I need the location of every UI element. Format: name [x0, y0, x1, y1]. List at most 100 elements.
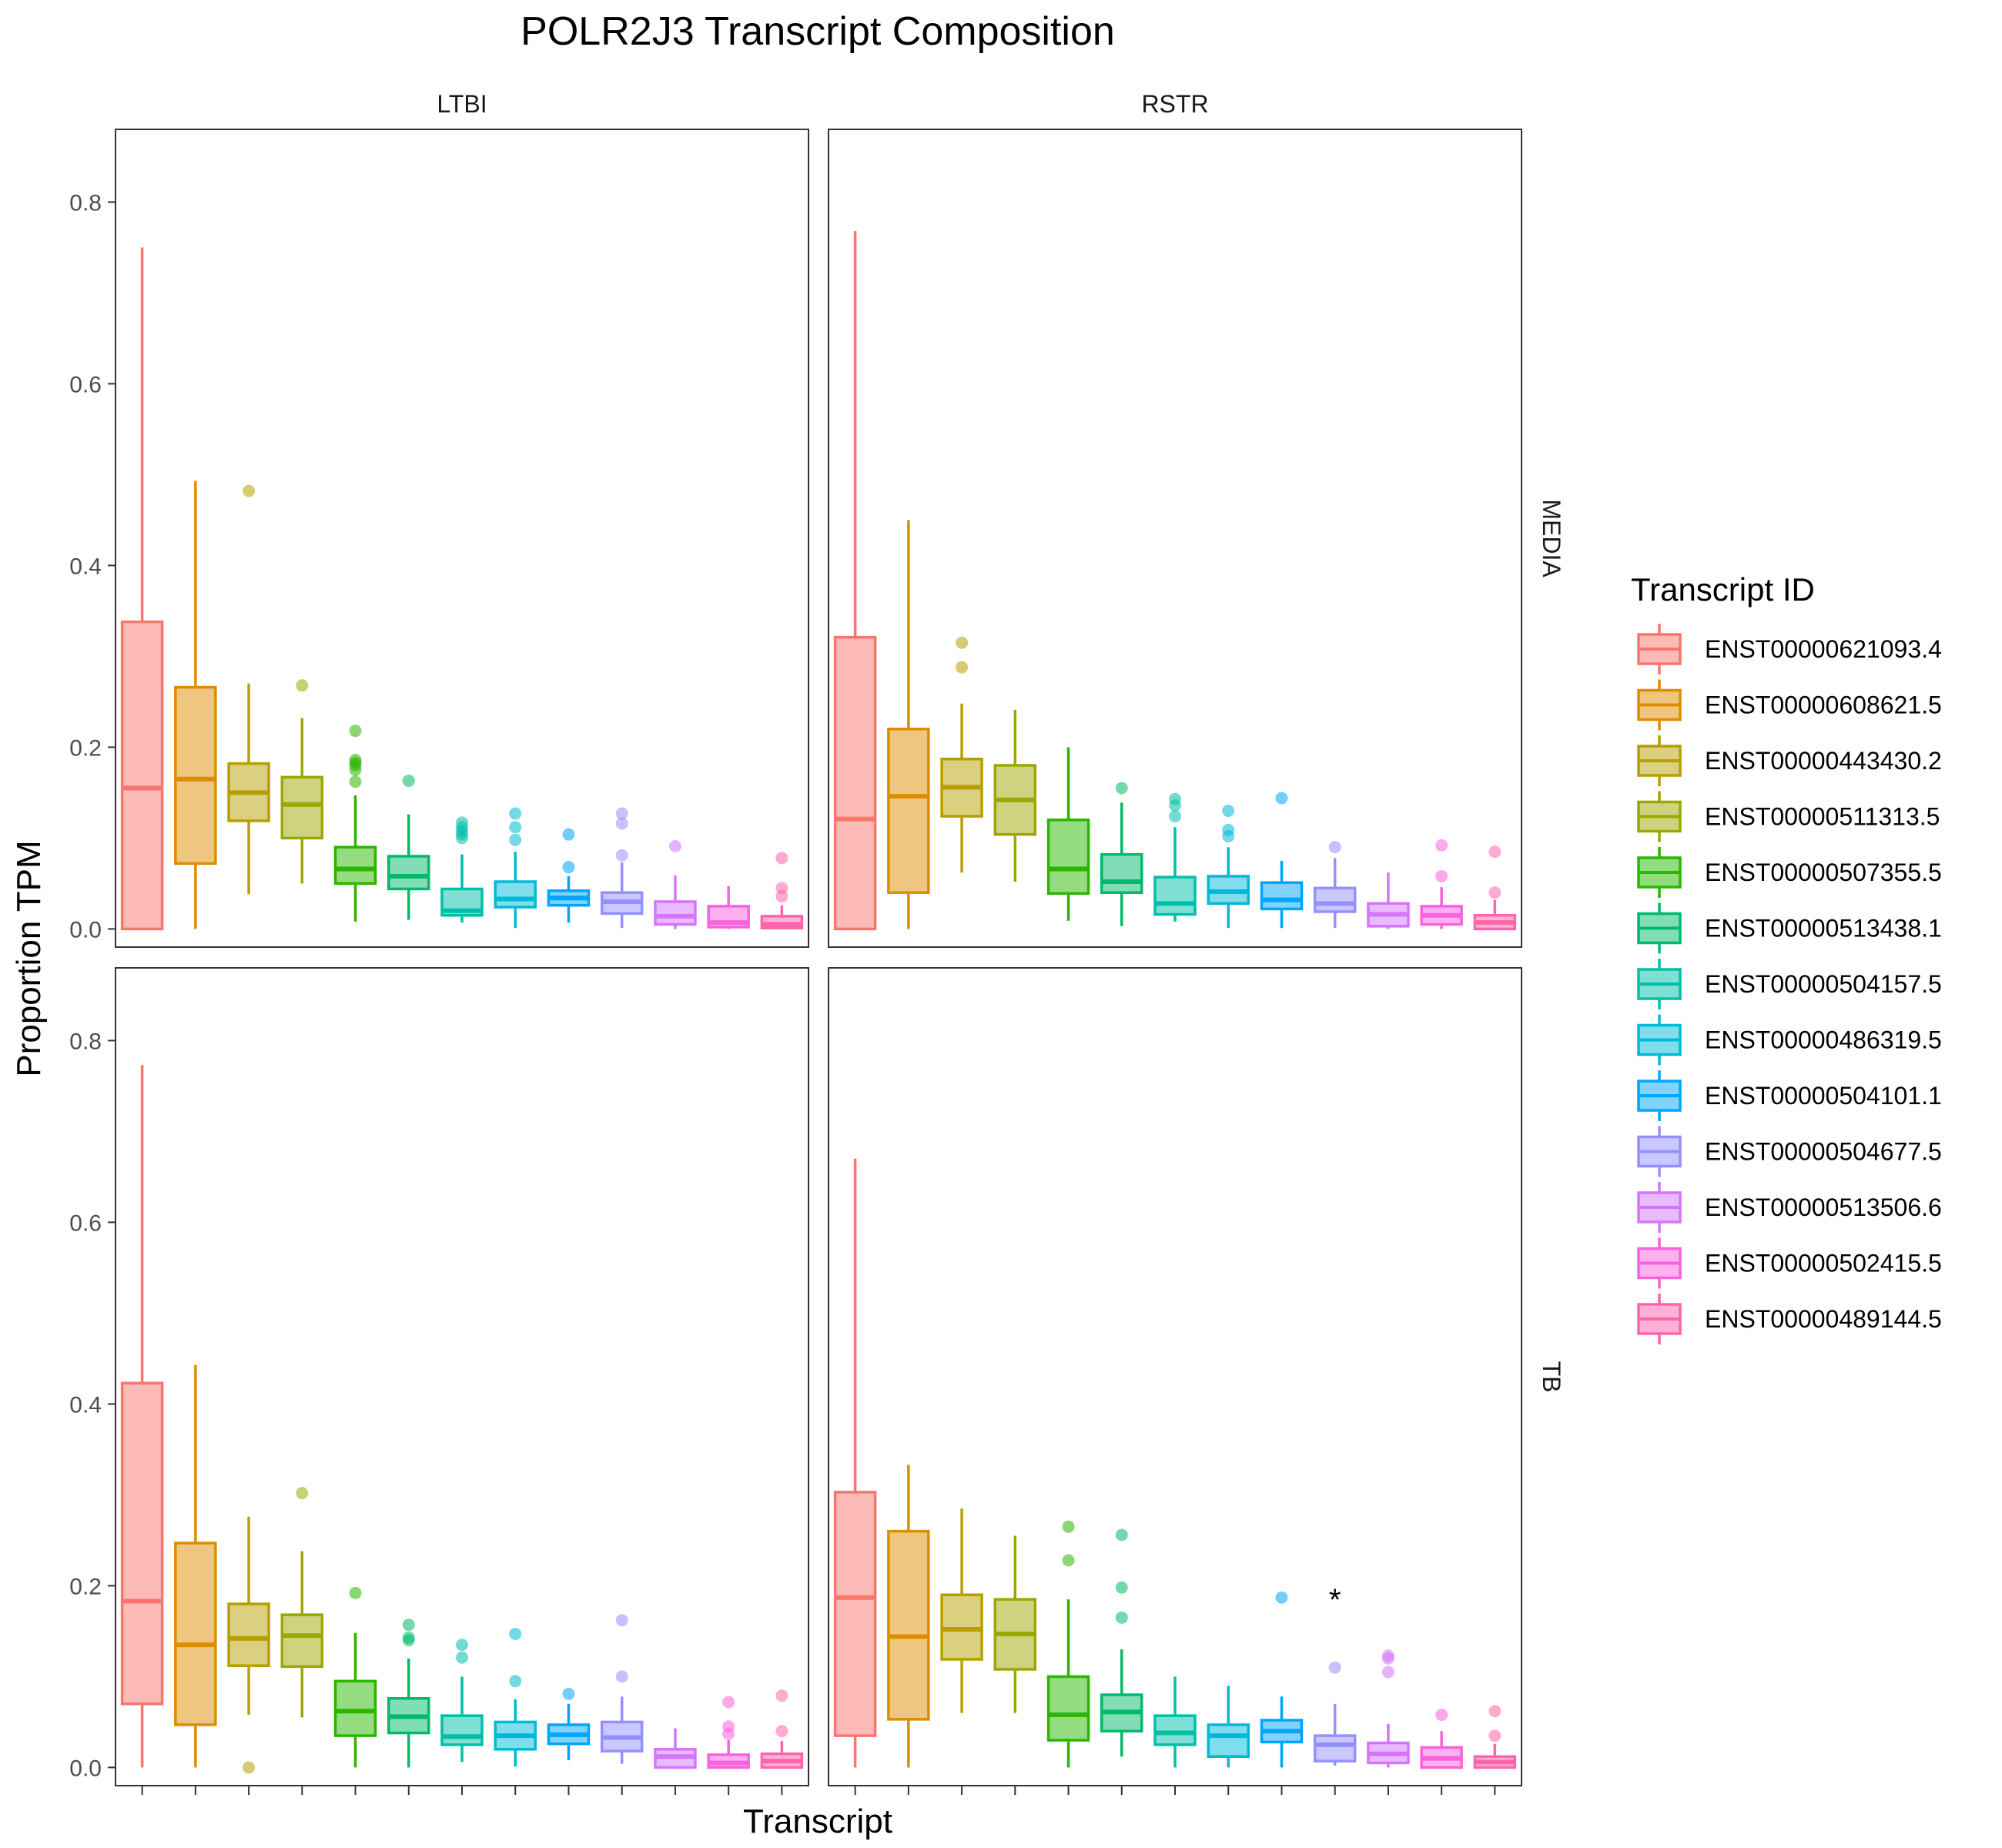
x-axis-label: Transcript — [743, 1803, 892, 1840]
legend-item-6: ENST00000513438.1 — [1637, 902, 1942, 954]
outlier-point — [1435, 1708, 1448, 1721]
box-4 — [280, 679, 324, 884]
outlier-point — [562, 861, 575, 874]
legend-label: ENST00000504101.1 — [1705, 1082, 1942, 1110]
panel-rstr-media: RSTR MEDIA — [828, 90, 1565, 948]
outlier-point — [509, 833, 522, 846]
outlier-point — [775, 1725, 788, 1738]
box-iqr — [1313, 886, 1357, 913]
y-tick-label: 0.4 — [69, 554, 102, 579]
legend-item-12: ENST00000502415.5 — [1637, 1237, 1942, 1289]
box-iqr — [280, 775, 324, 840]
outlier-point — [349, 1586, 362, 1599]
box-3 — [227, 484, 270, 895]
facet-strip-row: TB — [1538, 1361, 1565, 1393]
legend-label: ENST00000507355.5 — [1705, 859, 1942, 886]
box-5 — [1046, 747, 1090, 921]
outlier-point — [402, 1619, 415, 1632]
outlier-point — [1488, 845, 1502, 859]
box-2 — [887, 520, 930, 929]
outlier-point — [1488, 1705, 1502, 1718]
box-11 — [654, 840, 697, 929]
outlier-point — [615, 817, 628, 830]
box-iqr — [833, 1491, 877, 1737]
outlier-point — [1488, 1729, 1502, 1743]
legend-label: ENST00000504157.5 — [1705, 970, 1942, 998]
box-4 — [993, 710, 1037, 882]
box-iqr — [654, 900, 697, 926]
panel-rstr-tb: * TB — [828, 967, 1565, 1795]
outlier-point — [1435, 839, 1448, 852]
y-tick-label: 0.2 — [69, 735, 102, 761]
outlier-point — [402, 1631, 415, 1644]
outlier-point — [1062, 1520, 1075, 1533]
box-1 — [120, 1065, 164, 1768]
legend-label: ENST00000608621.5 — [1705, 691, 1942, 719]
outlier-point — [456, 1651, 468, 1664]
facet-strip-column: LTBI — [437, 90, 487, 118]
box-10 — [600, 1614, 644, 1764]
panel-border — [828, 129, 1522, 948]
box-iqr — [174, 685, 217, 865]
outlier-point — [615, 1614, 628, 1627]
box-3 — [940, 1508, 983, 1713]
outlier-point — [243, 484, 256, 497]
outlier-point — [1169, 810, 1181, 823]
box-iqr — [1046, 1675, 1090, 1742]
legend-label: ENST00000502415.5 — [1705, 1250, 1942, 1277]
box-iqr — [174, 1542, 217, 1726]
box-11 — [1367, 872, 1410, 929]
outlier-point — [349, 775, 362, 788]
legend-item-3: ENST00000443430.2 — [1637, 735, 1942, 786]
box-iqr — [120, 1381, 164, 1706]
outlier-point — [615, 807, 628, 820]
outlier-point — [1381, 1666, 1394, 1679]
legend-label: ENST00000489144.5 — [1705, 1305, 1942, 1333]
box-6 — [1100, 782, 1143, 926]
box-1 — [833, 1158, 877, 1768]
facet-strip-row: MEDIA — [1538, 499, 1565, 578]
outlier-point — [456, 1639, 468, 1652]
box-8 — [494, 1627, 537, 1767]
y-axis-label: Proportion TPM — [10, 840, 48, 1076]
outlier-point — [775, 852, 788, 865]
outlier-point — [668, 840, 681, 853]
box-12 — [1420, 839, 1463, 929]
legend-item-2: ENST00000608621.5 — [1637, 679, 1942, 731]
box-5 — [1046, 1520, 1090, 1768]
box-9 — [1260, 1591, 1304, 1768]
box-iqr — [1260, 881, 1304, 911]
box-13 — [760, 1689, 804, 1769]
outlier-point — [509, 1627, 522, 1640]
facet-strip-column: RSTR — [1141, 90, 1208, 118]
outlier-point — [775, 1689, 788, 1702]
y-tick-label: 0.8 — [69, 190, 102, 216]
significance-marker: * — [1329, 1583, 1341, 1617]
box-iqr — [887, 1529, 930, 1721]
outlier-point — [509, 1675, 522, 1688]
outlier-point — [456, 816, 468, 829]
outlier-point — [722, 1696, 735, 1709]
box-9 — [547, 1687, 591, 1760]
box-iqr — [280, 1613, 324, 1669]
box-13 — [1473, 1705, 1517, 1769]
box-1 — [833, 231, 877, 931]
outlier-point — [615, 1670, 628, 1683]
legend-label: ENST00000621093.4 — [1705, 635, 1942, 663]
legend-item-7: ENST00000504157.5 — [1637, 959, 1942, 1009]
y-tick-label: 0.8 — [69, 1029, 102, 1054]
box-iqr — [1153, 1714, 1197, 1746]
legend-item-5: ENST00000507355.5 — [1637, 847, 1942, 898]
outlier-point — [562, 828, 575, 841]
legend-label: ENST00000486319.5 — [1705, 1026, 1942, 1054]
box-12 — [707, 1696, 750, 1769]
box-2 — [174, 1364, 217, 1768]
outlier-point — [1222, 805, 1235, 817]
box-13 — [760, 852, 804, 929]
legend-item-1: ENST00000621093.4 — [1637, 624, 1942, 675]
box-iqr — [1313, 1734, 1357, 1763]
box-2 — [174, 480, 217, 929]
box-6 — [1100, 1528, 1143, 1757]
